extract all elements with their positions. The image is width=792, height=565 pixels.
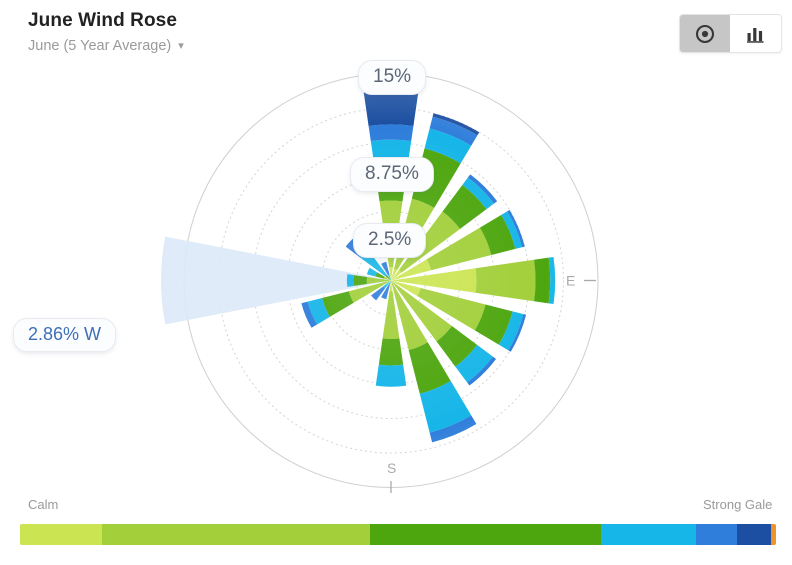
svg-text:E: E (566, 273, 575, 289)
svg-text:S: S (387, 460, 396, 476)
